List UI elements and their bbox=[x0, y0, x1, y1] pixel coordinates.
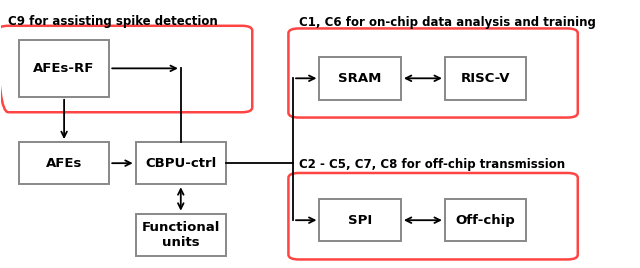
Bar bbox=[136, 214, 226, 256]
Bar bbox=[445, 199, 527, 241]
Text: Off-chip: Off-chip bbox=[456, 214, 515, 227]
Text: SRAM: SRAM bbox=[339, 72, 382, 85]
Bar bbox=[136, 142, 226, 184]
Bar bbox=[19, 142, 109, 184]
Text: C1, C6 for on-chip data analysis and training: C1, C6 for on-chip data analysis and tra… bbox=[299, 16, 596, 29]
Bar bbox=[445, 57, 527, 99]
Text: CBPU-ctrl: CBPU-ctrl bbox=[145, 157, 216, 170]
Text: RISC-V: RISC-V bbox=[461, 72, 510, 85]
Bar bbox=[19, 40, 109, 97]
Text: C9 for assisting spike detection: C9 for assisting spike detection bbox=[8, 15, 218, 28]
Bar bbox=[319, 199, 401, 241]
Text: C2 - C5, C7, C8 for off-chip transmission: C2 - C5, C7, C8 for off-chip transmissio… bbox=[299, 158, 565, 171]
Text: Functional
units: Functional units bbox=[141, 221, 220, 249]
Text: AFEs-RF: AFEs-RF bbox=[33, 62, 95, 75]
Text: AFEs: AFEs bbox=[46, 157, 83, 170]
Text: SPI: SPI bbox=[348, 214, 372, 227]
Bar bbox=[319, 57, 401, 99]
